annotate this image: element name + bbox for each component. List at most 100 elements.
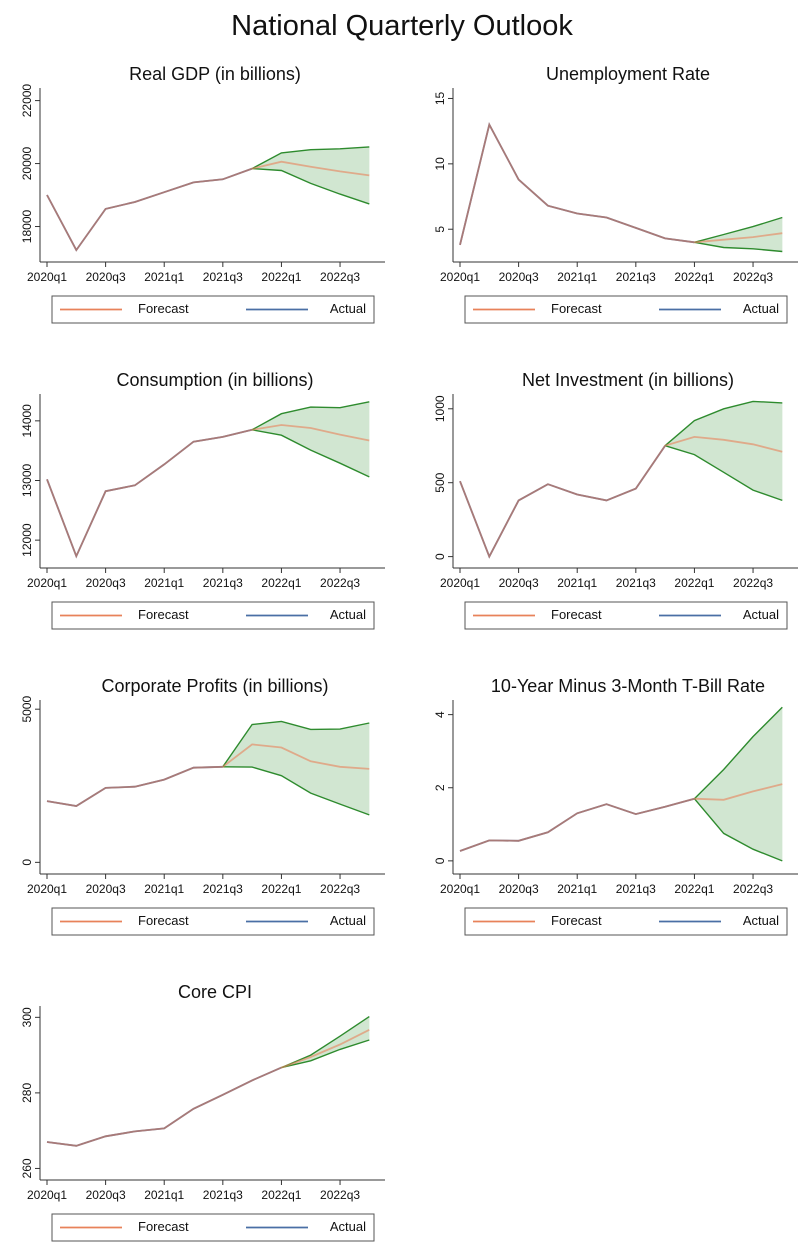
- x-tick-label: 2020q3: [499, 882, 539, 896]
- y-tick-label: 14000: [20, 404, 34, 438]
- legend-label: Actual: [743, 301, 779, 316]
- legend-box: [464, 295, 788, 324]
- x-tick-label: 2022q3: [320, 270, 360, 284]
- chart-title: Real GDP (in billions): [129, 64, 301, 84]
- x-tick-label: 2021q1: [144, 270, 184, 284]
- series-line: [46, 1028, 370, 1147]
- y-tick-label: 0: [20, 859, 34, 866]
- series-line: [46, 743, 370, 807]
- x-tick-label: 2020q3: [86, 1188, 126, 1202]
- chart-title: Corporate Profits (in billions): [101, 676, 328, 696]
- x-tick-label: 2022q1: [261, 1188, 301, 1202]
- y-tick-label: 20000: [20, 147, 34, 181]
- y-tick-label: 1000: [433, 395, 447, 422]
- y-tick-label: 260: [20, 1158, 34, 1178]
- x-tick-label: 2022q3: [733, 270, 773, 284]
- legend-label: Actual: [743, 913, 779, 928]
- legend-label: Forecast: [138, 301, 189, 316]
- x-tick-label: 2021q1: [557, 270, 597, 284]
- x-tick-label: 2020q1: [440, 270, 480, 284]
- x-tick-label: 2021q1: [557, 576, 597, 590]
- x-tick-label: 2021q3: [616, 270, 656, 284]
- y-tick-label: 13000: [20, 463, 34, 497]
- chart-title: 10-Year Minus 3-Month T-Bill Rate: [491, 676, 765, 696]
- x-tick-label: 2020q3: [499, 270, 539, 284]
- series-line: [459, 435, 783, 559]
- x-tick-label: 2021q1: [557, 882, 597, 896]
- y-tick-label: 10: [433, 157, 447, 171]
- legend-label: Actual: [330, 301, 366, 316]
- y-tick-label: 12000: [20, 523, 34, 557]
- x-tick-label: 2020q1: [440, 882, 480, 896]
- x-tick-label: 2021q1: [144, 882, 184, 896]
- legend-label: Actual: [330, 913, 366, 928]
- band-fill: [252, 401, 370, 477]
- series-line: [46, 428, 253, 559]
- legend-label: Forecast: [138, 1219, 189, 1234]
- y-tick-label: 300: [20, 1007, 34, 1027]
- x-tick-label: 2020q1: [27, 1188, 67, 1202]
- y-tick-label: 15: [433, 91, 447, 105]
- x-tick-label: 2020q3: [86, 882, 126, 896]
- series-line: [46, 424, 370, 559]
- band-edge: [664, 445, 783, 502]
- legend-label: Actual: [330, 1219, 366, 1234]
- y-tick-label: 5: [433, 226, 447, 233]
- series-line: [46, 167, 253, 252]
- band-edge: [694, 241, 783, 253]
- x-tick-label: 2021q3: [203, 882, 243, 896]
- legend-label: Forecast: [551, 607, 602, 622]
- x-tick-label: 2020q3: [86, 576, 126, 590]
- x-tick-label: 2020q3: [86, 270, 126, 284]
- band-edge: [281, 1039, 370, 1069]
- legend-label: Actual: [330, 607, 366, 622]
- band-edge: [251, 401, 370, 431]
- band-edge: [664, 400, 783, 447]
- y-tick-label: 0: [433, 553, 447, 560]
- series-line: [46, 160, 370, 252]
- x-tick-label: 2022q3: [733, 882, 773, 896]
- x-tick-label: 2022q1: [261, 270, 301, 284]
- x-tick-label: 2020q1: [27, 882, 67, 896]
- x-tick-label: 2020q1: [440, 576, 480, 590]
- band-edge: [222, 766, 370, 816]
- y-tick-label: 22000: [20, 84, 34, 118]
- legend-label: Forecast: [138, 913, 189, 928]
- series-line: [459, 445, 666, 559]
- x-tick-label: 2022q1: [674, 270, 714, 284]
- series-line: [46, 1066, 282, 1147]
- x-tick-label: 2022q3: [320, 882, 360, 896]
- band-fill: [252, 146, 370, 204]
- y-tick-label: 0: [433, 857, 447, 864]
- x-tick-label: 2020q3: [499, 576, 539, 590]
- y-tick-label: 500: [433, 472, 447, 492]
- x-tick-label: 2022q1: [674, 576, 714, 590]
- legend-label: Forecast: [138, 607, 189, 622]
- y-tick-label: 280: [20, 1083, 34, 1103]
- x-tick-label: 2021q1: [144, 1188, 184, 1202]
- x-tick-label: 2022q3: [733, 576, 773, 590]
- y-tick-label: 2: [433, 784, 447, 791]
- band-edge: [252, 167, 370, 205]
- band-edge: [693, 798, 783, 862]
- band-fill: [665, 401, 783, 501]
- legend-label: Forecast: [551, 913, 602, 928]
- series-line: [459, 797, 695, 852]
- band-fill: [694, 217, 783, 252]
- y-tick-label: 4: [433, 711, 447, 718]
- x-tick-label: 2022q1: [261, 882, 301, 896]
- band-edge: [693, 706, 783, 800]
- legend-label: Forecast: [551, 301, 602, 316]
- figure-title: National Quarterly Outlook: [231, 10, 573, 42]
- x-tick-label: 2022q1: [674, 882, 714, 896]
- chart-title: Net Investment (in billions): [522, 370, 734, 390]
- x-tick-label: 2022q3: [320, 1188, 360, 1202]
- band-edge: [251, 146, 370, 170]
- x-tick-label: 2021q3: [203, 1188, 243, 1202]
- y-tick-label: 18000: [20, 210, 34, 244]
- x-tick-label: 2021q3: [616, 882, 656, 896]
- series-line: [459, 783, 783, 852]
- band-fill: [694, 707, 783, 861]
- x-tick-label: 2022q3: [320, 576, 360, 590]
